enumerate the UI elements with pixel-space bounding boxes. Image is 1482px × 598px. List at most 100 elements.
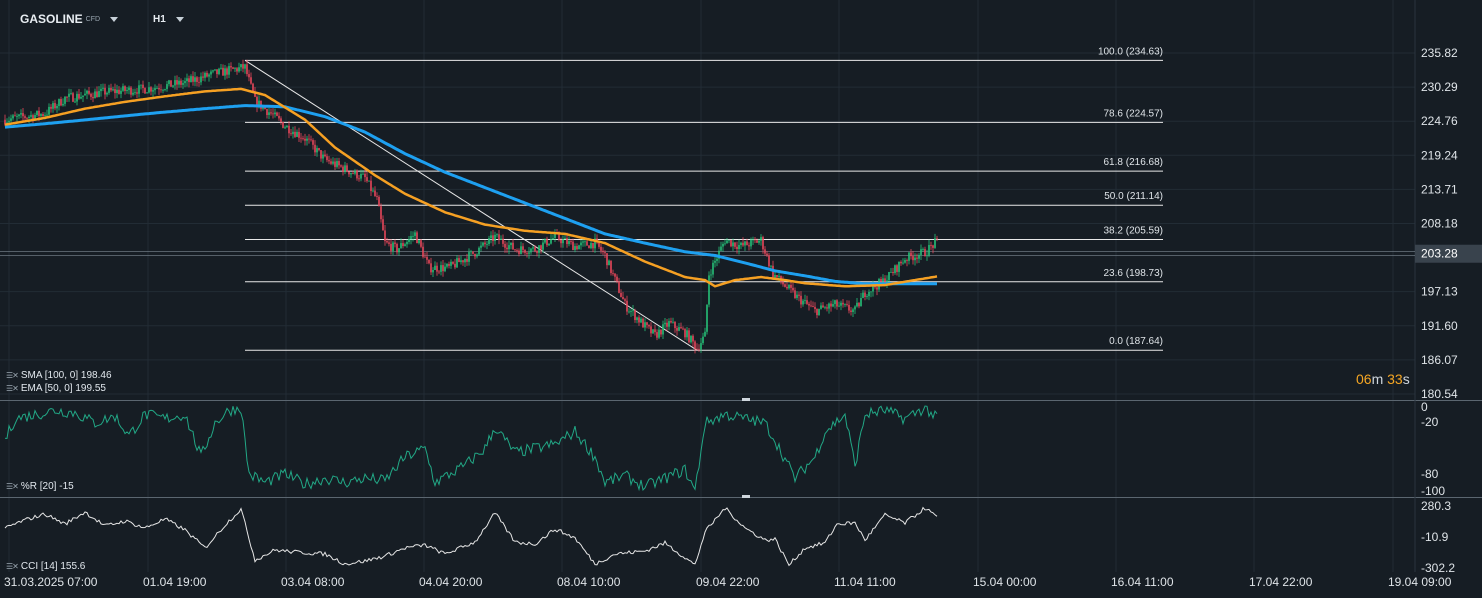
- candle-body: [514, 249, 516, 251]
- candle-body: [250, 77, 252, 84]
- candle-body: [920, 249, 922, 255]
- candle-body: [370, 180, 372, 192]
- cci-legend[interactable]: ☰✕ CCI [14] 155.6: [6, 560, 85, 572]
- fibonacci-retracement: 100.0 (234.63) 78.6 (224.57) 61.8 (216.68)…: [244, 46, 1164, 351]
- candle-body: [494, 234, 496, 242]
- candle-body: [776, 274, 778, 278]
- settings-icon[interactable]: ☰✕: [6, 370, 19, 380]
- candle-body: [540, 245, 542, 250]
- time-tick-label: 16.04 11:00: [1111, 575, 1174, 589]
- candle-body: [376, 195, 378, 197]
- candle-body: [822, 305, 824, 308]
- candle-body: [820, 305, 822, 309]
- candle-body: [784, 284, 786, 287]
- candle-body: [218, 68, 220, 75]
- candle-body: [98, 91, 100, 98]
- fib-level-label: 38.2 (205.59): [1104, 225, 1164, 236]
- candle-body: [188, 78, 190, 83]
- time-tick-label: 01.04 19:00: [143, 575, 207, 589]
- candle-body: [190, 76, 192, 83]
- candle-body: [124, 86, 126, 91]
- sma-legend[interactable]: ☰✕ SMA [100, 0] 198.46: [6, 369, 112, 381]
- candle-body: [344, 165, 346, 172]
- cci-value: 155.6: [60, 560, 86, 572]
- candle-body: [264, 106, 266, 110]
- candle-body: [174, 80, 176, 86]
- candle-body: [652, 329, 654, 334]
- panel-resize-handle[interactable]: [742, 495, 750, 498]
- ema-legend[interactable]: ☰✕ EMA [50, 0] 199.55: [6, 382, 106, 394]
- candle-body: [308, 138, 310, 140]
- candle-body: [504, 243, 506, 248]
- candle-body: [382, 219, 384, 231]
- wr-legend[interactable]: ☰✕ %R [20] -15: [6, 480, 74, 492]
- timeframe-selector[interactable]: H1: [153, 10, 184, 28]
- candle-body: [364, 173, 366, 178]
- candle-body: [510, 242, 512, 246]
- candle-body: [222, 67, 224, 76]
- candle-body: [404, 244, 406, 247]
- candle-body: [226, 68, 228, 75]
- time-tick-label: 31.03.2025 07:00: [4, 575, 98, 589]
- fib-level-label: 78.6 (224.57): [1104, 108, 1164, 119]
- candle-body: [836, 300, 838, 307]
- sma-line: [4, 104, 937, 286]
- candle-body: [666, 322, 668, 327]
- candle-body: [166, 84, 168, 90]
- instrument-selector[interactable]: GASOLINE CFD: [20, 10, 119, 28]
- candle-body: [538, 245, 540, 253]
- candle-body: [472, 251, 474, 254]
- candle-body: [884, 278, 886, 285]
- candle-body: [272, 113, 274, 115]
- candle-body: [644, 322, 646, 328]
- candle-body: [142, 84, 144, 89]
- candle-body: [534, 247, 536, 252]
- candle-body: [804, 300, 806, 302]
- candle-body: [496, 234, 498, 236]
- candle-body: [178, 80, 180, 85]
- settings-icon[interactable]: ☰✕: [6, 383, 19, 393]
- candle-body: [564, 238, 566, 240]
- candle-body: [202, 76, 204, 78]
- candle-body: [864, 292, 866, 298]
- candle-body: [328, 160, 330, 162]
- candle-body: [474, 253, 476, 257]
- candle-body: [814, 306, 816, 310]
- settings-icon[interactable]: ☰✕: [6, 481, 19, 491]
- candle-body: [394, 242, 396, 244]
- settings-icon[interactable]: ☰✕: [6, 561, 19, 571]
- candle-body: [110, 87, 112, 91]
- candle-body: [380, 206, 382, 220]
- candle-body: [488, 238, 490, 245]
- time-tick-label: 08.04 10:00: [557, 575, 621, 589]
- candle-body: [104, 87, 106, 95]
- sma-value: 198.46: [80, 369, 112, 381]
- candle-body: [708, 275, 710, 305]
- candle-body: [54, 103, 56, 109]
- candle-body: [92, 96, 94, 99]
- candle-body: [826, 307, 828, 309]
- ema-line: [4, 87, 938, 288]
- candle-body: [932, 245, 934, 248]
- candle-body: [232, 67, 234, 69]
- candle-body: [106, 92, 108, 95]
- candle-body: [698, 348, 700, 350]
- candle-body: [912, 256, 914, 261]
- candle-body: [198, 81, 200, 83]
- grid-lines: [0, 0, 1415, 572]
- candle-body: [922, 249, 924, 250]
- candle-body: [20, 113, 22, 115]
- time-tick-label: 19.04 09:00: [1388, 575, 1452, 589]
- candle-body: [936, 238, 938, 240]
- candle-body: [918, 254, 920, 259]
- panel-resize-handle[interactable]: [742, 398, 750, 401]
- candle-body: [908, 252, 910, 261]
- candle-body: [512, 242, 514, 250]
- candle-body: [144, 88, 146, 94]
- candle-body: [424, 256, 426, 258]
- candle-body: [316, 148, 318, 153]
- candle-body: [840, 302, 842, 306]
- candle-body: [738, 244, 740, 249]
- candle-body: [366, 177, 368, 182]
